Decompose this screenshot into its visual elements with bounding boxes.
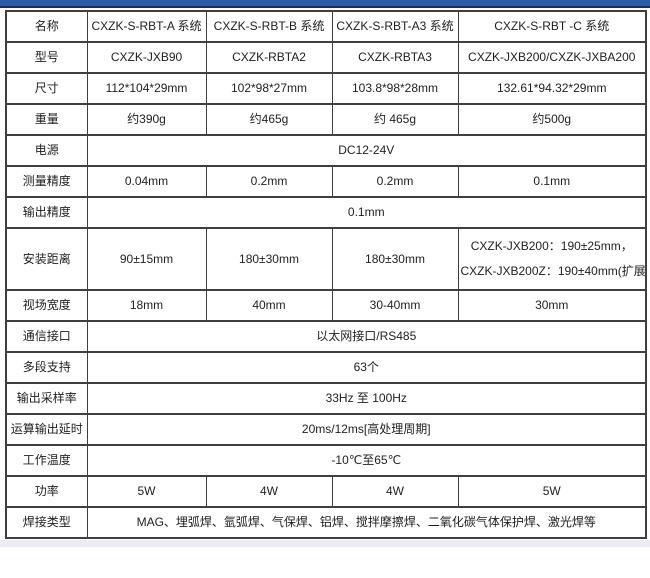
spec-cell: CXZK-JXB200/CXZK-JXBA200 bbox=[457, 41, 647, 74]
spec-cell: 0.1mm bbox=[457, 165, 647, 198]
spec-cell-span: 0.1mm bbox=[86, 196, 647, 229]
row-label: 尺寸 bbox=[5, 72, 88, 105]
table-row-measure-accuracy: 测量精度 0.04mm 0.2mm 0.2mm 0.1mm bbox=[5, 165, 647, 198]
table-row-size: 尺寸 112*104*29mm 102*98*27mm 103.8*98*28m… bbox=[5, 72, 647, 105]
spec-cell: 4W bbox=[331, 475, 459, 508]
spec-cell: 5W bbox=[457, 475, 647, 508]
table-row-output-delay: 运算输出延时 20ms/12ms[高处理周期] bbox=[5, 413, 647, 446]
row-label: 多段支持 bbox=[5, 351, 88, 384]
spec-table: 名称 CXZK-S-RBT-A 系统 CXZK-S-RBT-B 系统 CXZK-… bbox=[5, 10, 647, 539]
row-label: 运算输出延时 bbox=[5, 413, 88, 446]
spec-cell: 0.04mm bbox=[86, 165, 207, 198]
table-row-power-supply: 电源 DC12-24V bbox=[5, 134, 647, 167]
table-row-weight: 重量 约390g 约465g 约 465g 约500g bbox=[5, 103, 647, 136]
row-label: 测量精度 bbox=[5, 165, 88, 198]
table-row-fov-width: 视场宽度 18mm 40mm 30-40mm 30mm bbox=[5, 289, 647, 322]
row-label: 电源 bbox=[5, 134, 88, 167]
spec-cell: 90±15mm bbox=[86, 227, 207, 291]
spec-cell: CXZK-RBTA2 bbox=[205, 41, 333, 74]
spec-cell: 102*98*27mm bbox=[205, 72, 333, 105]
table-row-model: 型号 CXZK-JXB90 CXZK-RBTA2 CXZK-RBTA3 CXZK… bbox=[5, 41, 647, 74]
spec-cell: 约390g bbox=[86, 103, 207, 136]
table-row-name: 名称 CXZK-S-RBT-A 系统 CXZK-S-RBT-B 系统 CXZK-… bbox=[5, 10, 647, 43]
spec-cell-span: DC12-24V bbox=[86, 134, 647, 167]
table-row-multi-segment: 多段支持 63个 bbox=[5, 351, 647, 384]
spec-cell: CXZK-S-RBT-A3 系统 bbox=[331, 10, 459, 43]
table-row-power: 功率 5W 4W 4W 5W bbox=[5, 475, 647, 508]
row-label: 重量 bbox=[5, 103, 88, 136]
row-label: 安装距离 bbox=[5, 227, 88, 291]
spec-cell: 30mm bbox=[457, 289, 647, 322]
spec-cell: CXZK-JXB90 bbox=[86, 41, 207, 74]
row-label: 输出采样率 bbox=[5, 382, 88, 415]
row-label: 名称 bbox=[5, 10, 88, 43]
table-row-work-temp: 工作温度 -10℃至65℃ bbox=[5, 444, 647, 477]
row-label: 输出精度 bbox=[5, 196, 88, 229]
spec-cell: 18mm bbox=[86, 289, 207, 322]
table-row-install-distance: 安装距离 90±15mm 180±30mm 180±30mm CXZK-JXB2… bbox=[5, 227, 647, 291]
row-label: 功率 bbox=[5, 475, 88, 508]
spec-cell-span: 20ms/12ms[高处理周期] bbox=[86, 413, 647, 446]
spec-cell: 4W bbox=[205, 475, 333, 508]
spec-cell: CXZK-JXB200：190±25mm， CXZK-JXB200Z：190±4… bbox=[457, 227, 647, 291]
spec-cell: 约500g bbox=[457, 103, 647, 136]
spec-cell: 0.2mm bbox=[331, 165, 459, 198]
multiline-value-line1: CXZK-JXB200：190±25mm， bbox=[470, 239, 633, 253]
spec-cell: 132.61*94.32*29mm bbox=[457, 72, 647, 105]
spec-cell: 112*104*29mm bbox=[86, 72, 207, 105]
table-row-sample-rate: 输出采样率 33Hz 至 100Hz bbox=[5, 382, 647, 415]
spec-cell: 30-40mm bbox=[331, 289, 459, 322]
multiline-value-line2: CXZK-JXB200Z：190±40mm(扩展量程) bbox=[460, 264, 646, 278]
row-label: 视场宽度 bbox=[5, 289, 88, 322]
spec-cell: 约 465g bbox=[331, 103, 459, 136]
spec-cell: CXZK-S-RBT-B 系统 bbox=[205, 10, 333, 43]
row-label: 工作温度 bbox=[5, 444, 88, 477]
top-accent-bar bbox=[0, 0, 650, 8]
spec-cell: 0.2mm bbox=[205, 165, 333, 198]
spec-cell: 180±30mm bbox=[331, 227, 459, 291]
spec-cell: 180±30mm bbox=[205, 227, 333, 291]
bottom-margin-strip bbox=[0, 540, 650, 547]
spec-cell: CXZK-S-RBT -C 系统 bbox=[457, 10, 647, 43]
spec-cell: 103.8*98*28mm bbox=[331, 72, 459, 105]
spec-cell: CXZK-S-RBT-A 系统 bbox=[86, 10, 207, 43]
table-row-weld-type: 焊接类型 MAG、埋弧焊、氩弧焊、气保焊、铝焊、搅拌摩擦焊、二氧化碳气体保护焊、… bbox=[5, 506, 647, 539]
spec-cell: CXZK-RBTA3 bbox=[331, 41, 459, 74]
spec-cell-span: 63个 bbox=[86, 351, 647, 384]
row-label: 通信接口 bbox=[5, 320, 88, 353]
spec-cell-span: 33Hz 至 100Hz bbox=[86, 382, 647, 415]
spec-cell: 5W bbox=[86, 475, 207, 508]
spec-cell: 40mm bbox=[205, 289, 333, 322]
spec-cell: 约465g bbox=[205, 103, 333, 136]
spec-cell-span: MAG、埋弧焊、氩弧焊、气保焊、铝焊、搅拌摩擦焊、二氧化碳气体保护焊、激光焊等 bbox=[86, 506, 647, 539]
row-label: 焊接类型 bbox=[5, 506, 88, 539]
table-row-comm-interface: 通信接口 以太网接口/RS485 bbox=[5, 320, 647, 353]
table-row-output-accuracy: 输出精度 0.1mm bbox=[5, 196, 647, 229]
spec-cell-span: -10℃至65℃ bbox=[86, 444, 647, 477]
row-label: 型号 bbox=[5, 41, 88, 74]
spec-cell-span: 以太网接口/RS485 bbox=[86, 320, 647, 353]
multiline-value: CXZK-JXB200：190±25mm， CXZK-JXB200Z：190±4… bbox=[460, 239, 646, 279]
